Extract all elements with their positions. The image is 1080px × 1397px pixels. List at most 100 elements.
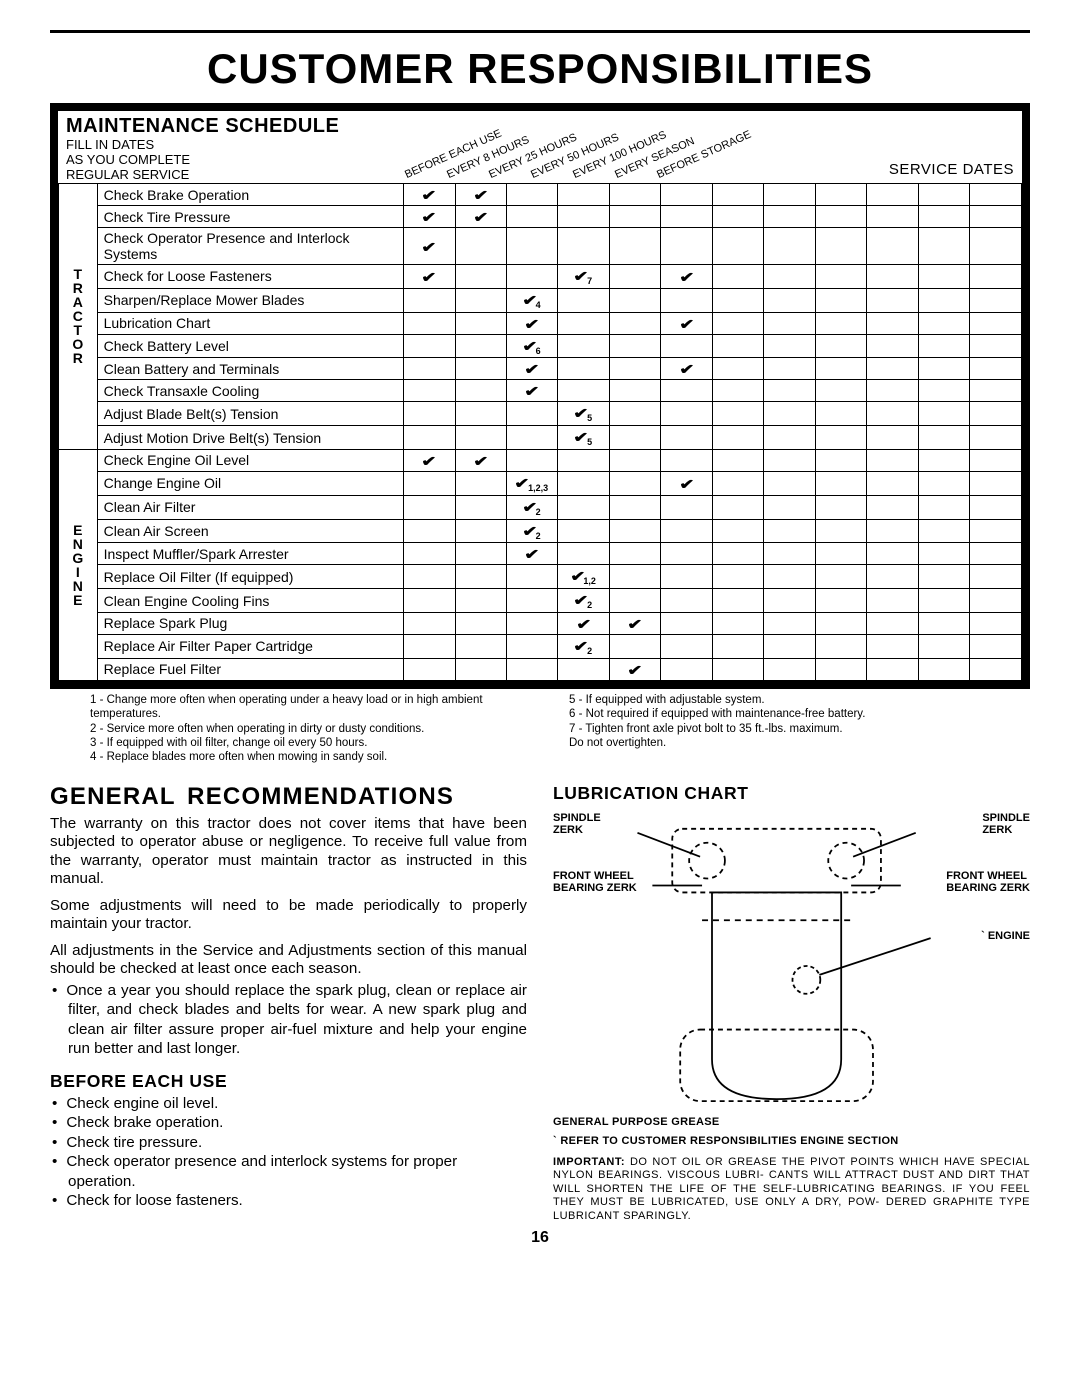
service-date-cell <box>764 658 815 680</box>
check-cell <box>455 358 506 380</box>
check-cell <box>455 288 506 312</box>
service-date-cell <box>815 426 866 450</box>
service-date-cell <box>918 634 969 658</box>
check-cell: ✔1,2 <box>558 565 609 589</box>
label-engine: ` ENGINE <box>981 930 1030 942</box>
service-date-cell <box>867 312 918 334</box>
table-row: Sharpen/Replace Mower Blades✔4 <box>59 288 1022 312</box>
service-date-cell <box>764 184 815 206</box>
task-cell: Replace Fuel Filter <box>97 658 403 680</box>
service-date-cell <box>867 334 918 358</box>
check-cell: ✔2 <box>506 495 557 519</box>
check-cell: ✔ <box>661 358 712 380</box>
service-date-cell <box>815 495 866 519</box>
service-date-cell <box>918 312 969 334</box>
before-title: BEFORE EACH USE <box>50 1071 527 1092</box>
check-cell <box>609 495 660 519</box>
check-cell <box>609 634 660 658</box>
check-cell <box>712 288 763 312</box>
check-cell <box>404 565 455 589</box>
check-cell <box>404 658 455 680</box>
important-text: DO NOT OIL OR GREASE THE PIVOT POINTS WH… <box>553 1156 1030 1222</box>
lube-note-1: GENERAL PURPOSE GREASE <box>553 1116 1030 1129</box>
check-cell <box>506 565 557 589</box>
service-date-cell <box>970 402 1022 426</box>
check-cell <box>558 543 609 565</box>
table-row: Replace Spark Plug✔✔ <box>59 612 1022 634</box>
task-cell: Check Transaxle Cooling <box>97 380 403 402</box>
general-p2: Some adjustments will need to be made pe… <box>50 897 527 934</box>
service-date-cell <box>815 612 866 634</box>
list-item: Check tire pressure. <box>68 1133 527 1152</box>
service-date-cell <box>815 543 866 565</box>
table-row: Clean Battery and Terminals✔✔ <box>59 358 1022 380</box>
service-date-cell <box>764 402 815 426</box>
check-cell: ✔ <box>661 471 712 495</box>
table-row: ENGINECheck Engine Oil Level✔✔ <box>59 449 1022 471</box>
check-cell <box>404 612 455 634</box>
task-cell: Replace Air Filter Paper Cartridge <box>97 634 403 658</box>
check-cell: ✔ <box>609 658 660 680</box>
task-cell: Sharpen/Replace Mower Blades <box>97 288 403 312</box>
check-cell <box>661 426 712 450</box>
check-cell <box>455 658 506 680</box>
check-cell <box>455 612 506 634</box>
check-cell <box>712 380 763 402</box>
service-date-cell <box>918 519 969 543</box>
check-cell <box>712 402 763 426</box>
service-date-cell <box>867 471 918 495</box>
check-cell <box>506 206 557 228</box>
service-date-cell <box>867 358 918 380</box>
task-cell: Adjust Blade Belt(s) Tension <box>97 402 403 426</box>
check-cell <box>712 612 763 634</box>
service-date-cell <box>867 612 918 634</box>
service-date-cell <box>867 543 918 565</box>
check-cell <box>609 402 660 426</box>
service-date-cell <box>867 634 918 658</box>
service-date-cell <box>764 265 815 289</box>
task-cell: Check Engine Oil Level <box>97 449 403 471</box>
service-date-cell <box>815 184 866 206</box>
service-date-cell <box>918 402 969 426</box>
check-cell <box>609 288 660 312</box>
service-date-cell <box>815 288 866 312</box>
lube-note-2: ` REFER TO CUSTOMER RESPONSIBILITIES ENG… <box>553 1135 1030 1148</box>
footnote: 7 - Tighten front axle pivot bolt to 35 … <box>569 722 1028 736</box>
check-cell <box>661 206 712 228</box>
service-date-cell <box>970 658 1022 680</box>
task-cell: Check Tire Pressure <box>97 206 403 228</box>
service-date-cell <box>867 402 918 426</box>
check-cell <box>506 426 557 450</box>
check-cell <box>661 519 712 543</box>
task-cell: Replace Oil Filter (If equipped) <box>97 565 403 589</box>
service-date-cell <box>764 288 815 312</box>
check-cell <box>404 471 455 495</box>
check-cell <box>404 288 455 312</box>
service-date-cell <box>867 565 918 589</box>
service-date-cell <box>970 449 1022 471</box>
service-date-cell <box>867 589 918 613</box>
check-cell <box>506 228 557 265</box>
service-date-cell <box>918 495 969 519</box>
check-cell: ✔ <box>506 358 557 380</box>
label-front-wheel-left: FRONT WHEELBEARING ZERK <box>553 870 637 894</box>
check-cell <box>661 589 712 613</box>
table-row: Replace Air Filter Paper Cartridge ✔2 <box>59 634 1022 658</box>
service-date-cell <box>867 426 918 450</box>
service-date-cell <box>918 612 969 634</box>
check-cell <box>712 358 763 380</box>
service-date-cell <box>867 449 918 471</box>
check-cell <box>404 334 455 358</box>
check-cell <box>712 565 763 589</box>
task-cell: Clean Air Screen <box>97 519 403 543</box>
check-cell <box>609 589 660 613</box>
check-cell <box>455 543 506 565</box>
check-cell: ✔ <box>661 265 712 289</box>
check-cell: ✔ <box>404 184 455 206</box>
check-cell: ✔2 <box>558 634 609 658</box>
service-date-cell <box>918 265 969 289</box>
col-before-each-use: BEFORE EACH USE <box>403 128 503 181</box>
check-cell: ✔ <box>506 312 557 334</box>
check-cell <box>712 519 763 543</box>
service-date-cell <box>764 206 815 228</box>
